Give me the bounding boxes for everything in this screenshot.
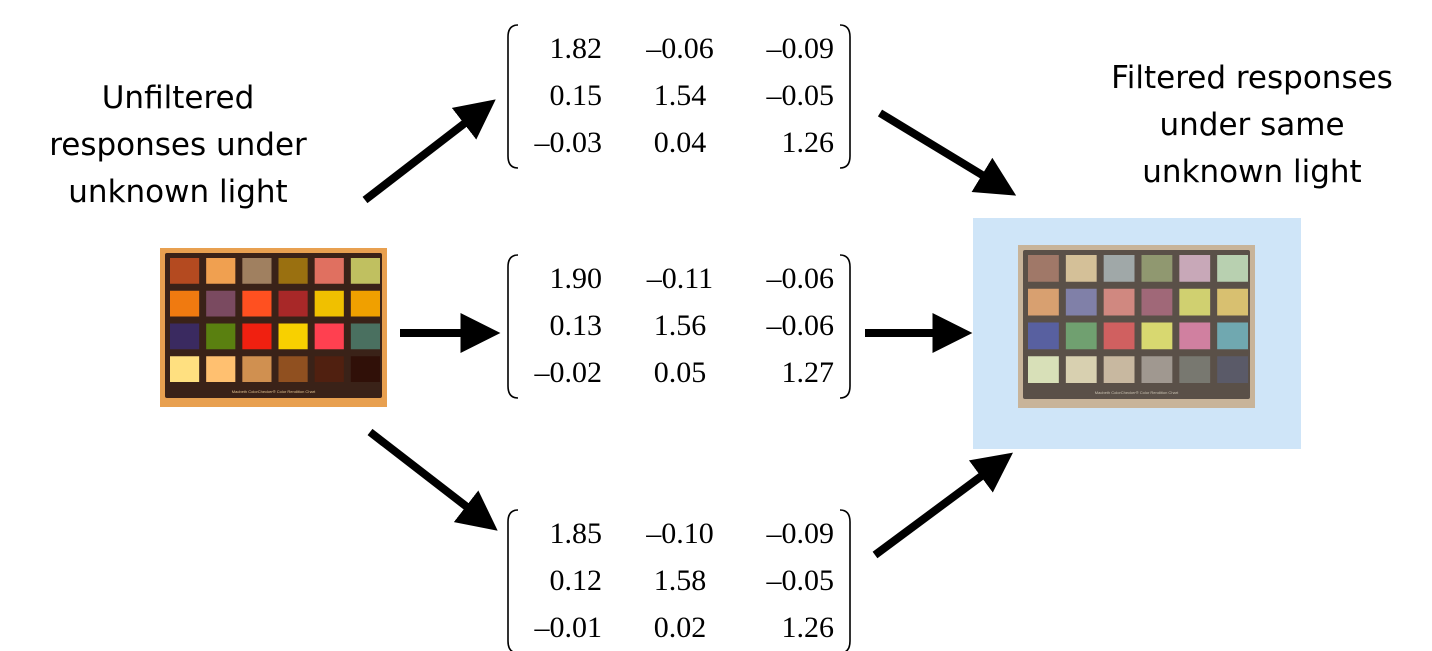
matrix-entry: –0.11 bbox=[646, 262, 713, 295]
color-patch bbox=[315, 356, 344, 382]
arrow bbox=[370, 432, 480, 517]
color-patch bbox=[279, 291, 308, 317]
matrix-entry: 0.05 bbox=[654, 356, 707, 389]
right-label: unknown light bbox=[1142, 154, 1361, 190]
matrix-entry: 1.90 bbox=[550, 262, 603, 295]
diagram: Unfiltered responses under unknown light… bbox=[0, 0, 1432, 651]
color-patch bbox=[1179, 255, 1210, 282]
color-patch bbox=[242, 291, 271, 317]
left-label: responses under bbox=[49, 127, 307, 163]
color-patch bbox=[1217, 255, 1248, 282]
color-patch bbox=[351, 258, 380, 284]
color-patch bbox=[206, 258, 235, 284]
color-patch bbox=[1142, 356, 1173, 383]
color-chart: Macbeth ColorChecker® Color Rendition Ch… bbox=[1018, 245, 1255, 408]
matrix-entry: 1.54 bbox=[654, 79, 707, 112]
matrix-entry: –0.09 bbox=[766, 32, 835, 65]
chart-caption: Macbeth ColorChecker® Color Rendition Ch… bbox=[1095, 390, 1179, 395]
color-patch bbox=[206, 356, 235, 382]
matrix-entry: 1.56 bbox=[654, 309, 707, 342]
matrix-entry: –0.02 bbox=[534, 356, 603, 389]
color-patch bbox=[1142, 255, 1173, 282]
color-patch bbox=[351, 356, 380, 382]
color-patch bbox=[1142, 289, 1173, 316]
matrix-entry: –0.06 bbox=[645, 32, 714, 65]
paren bbox=[508, 25, 518, 168]
color-patch bbox=[1104, 356, 1135, 383]
color-patch bbox=[1066, 356, 1097, 383]
color-patch bbox=[351, 324, 380, 350]
color-patch bbox=[1028, 356, 1059, 383]
color-patch bbox=[1142, 323, 1173, 350]
matrix-entry: 0.15 bbox=[550, 79, 603, 112]
matrix-entry: 0.04 bbox=[654, 126, 707, 159]
matrix: 1.82 –0.06 –0.09 0.15 1.54 –0.05 –0.03 0.04 1.26 bbox=[508, 25, 850, 168]
matrix-entry: 1.26 bbox=[782, 126, 835, 159]
chart-caption: Macbeth ColorChecker® Color Rendition Ch… bbox=[232, 389, 316, 394]
color-patch bbox=[206, 324, 235, 350]
arrow bbox=[365, 113, 478, 200]
matrix-entry: 1.82 bbox=[550, 32, 603, 65]
color-patch bbox=[170, 324, 199, 350]
arrow bbox=[880, 113, 997, 184]
color-patch bbox=[1028, 255, 1059, 282]
left-label: unknown light bbox=[68, 174, 287, 210]
color-patch bbox=[1104, 255, 1135, 282]
matrix-entry: –0.09 bbox=[766, 517, 835, 550]
matrix-entry: 1.58 bbox=[654, 564, 707, 597]
color-patch bbox=[1179, 356, 1210, 383]
color-patch bbox=[1028, 323, 1059, 350]
color-chart: Macbeth ColorChecker® Color Rendition Ch… bbox=[160, 248, 387, 407]
color-patch bbox=[242, 258, 271, 284]
color-patch bbox=[279, 324, 308, 350]
matrix-entry: 0.02 bbox=[654, 611, 707, 644]
color-patch bbox=[1217, 356, 1248, 383]
paren bbox=[840, 255, 850, 398]
matrix: 1.90 –0.11 –0.06 0.13 1.56 –0.06 –0.02 0.05 1.27 bbox=[508, 255, 850, 398]
left-label: Unfiltered bbox=[102, 80, 255, 116]
color-patch bbox=[1028, 289, 1059, 316]
color-patch bbox=[1066, 323, 1097, 350]
color-patch bbox=[170, 291, 199, 317]
paren bbox=[508, 255, 518, 398]
color-patch bbox=[279, 356, 308, 382]
color-patch bbox=[1217, 323, 1248, 350]
paren bbox=[508, 510, 518, 651]
color-patch bbox=[1217, 289, 1248, 316]
matrix-entry: –0.01 bbox=[534, 611, 603, 644]
paren bbox=[840, 25, 850, 168]
color-patch bbox=[1179, 323, 1210, 350]
matrix-entry: 1.26 bbox=[782, 611, 835, 644]
color-patch bbox=[315, 258, 344, 284]
color-patch bbox=[206, 291, 235, 317]
paren bbox=[840, 510, 850, 651]
color-patch bbox=[1066, 289, 1097, 316]
color-patch bbox=[242, 356, 271, 382]
color-patch bbox=[351, 291, 380, 317]
matrix-entry: 0.12 bbox=[550, 564, 603, 597]
matrix-entry: –0.06 bbox=[766, 262, 835, 295]
color-patch bbox=[242, 324, 271, 350]
matrix-entry: –0.05 bbox=[766, 564, 835, 597]
color-patch bbox=[1104, 289, 1135, 316]
arrow bbox=[875, 466, 995, 555]
matrix-entry: 1.27 bbox=[782, 356, 835, 389]
color-patch bbox=[315, 291, 344, 317]
matrix-entry: –0.05 bbox=[766, 79, 835, 112]
color-patch bbox=[1066, 255, 1097, 282]
matrix-entry: –0.06 bbox=[766, 309, 835, 342]
color-patch bbox=[170, 356, 199, 382]
color-patch bbox=[1104, 323, 1135, 350]
matrix-entry: –0.10 bbox=[645, 517, 714, 550]
right-label: Filtered responses bbox=[1111, 60, 1393, 96]
color-patch bbox=[279, 258, 308, 284]
matrix-entry: –0.03 bbox=[534, 126, 603, 159]
color-patch bbox=[315, 324, 344, 350]
matrix-entry: 0.13 bbox=[550, 309, 603, 342]
matrix: 1.85 –0.10 –0.09 0.12 1.58 –0.05 –0.01 0.02 1.26 bbox=[508, 510, 850, 651]
matrix-entry: 1.85 bbox=[550, 517, 603, 550]
color-patch bbox=[1179, 289, 1210, 316]
right-label: under same bbox=[1159, 107, 1344, 143]
color-patch bbox=[170, 258, 199, 284]
